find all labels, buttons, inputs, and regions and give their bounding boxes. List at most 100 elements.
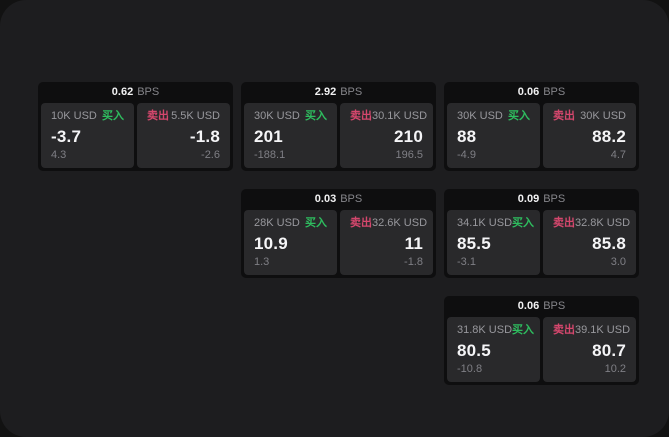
bps-value: 0.03 [314, 193, 337, 205]
buy-label: 买入 [305, 217, 327, 229]
sell-panel[interactable]: 卖出 30.1K USD 210 196.5 [340, 103, 433, 168]
sell-panel[interactable]: 卖出 30K USD 88.2 4.7 [543, 103, 636, 168]
quote-card: 0.09 BPS 34.1K USD 买入 85.5 -3.1 卖出 32.8K… [444, 189, 639, 278]
buy-panel[interactable]: 30K USD 买入 88 -4.9 [447, 103, 540, 168]
buy-panel[interactable]: 10K USD 买入 -3.7 4.3 [41, 103, 134, 168]
buy-price: 85.5 [457, 233, 491, 253]
sell-amount: 30K USD [580, 110, 626, 122]
buy-label: 买入 [508, 110, 530, 122]
sell-panel-top: 卖出 30K USD [553, 110, 626, 123]
bps-value: 2.92 [314, 86, 337, 98]
card-header: 0.06 BPS [444, 296, 639, 317]
sell-panel-top: 卖出 5.5K USD [147, 110, 220, 123]
sell-panel[interactable]: 卖出 32.6K USD 11 -1.8 [340, 210, 433, 275]
sell-sub-value: -1.8 [404, 256, 423, 268]
sell-sub-value: 4.7 [610, 149, 626, 161]
buy-label: 买入 [305, 110, 327, 122]
quote-card: 0.06 BPS 30K USD 买入 88 -4.9 卖出 30K USD 8… [444, 82, 639, 171]
buy-amount: 31.8K USD [457, 324, 513, 336]
buy-label: 买入 [512, 217, 535, 229]
card-body: 30K USD 买入 88 -4.9 卖出 30K USD 88.2 4.7 [444, 103, 639, 171]
sell-sub-value: -2.6 [201, 149, 220, 161]
card-header: 0.06 BPS [444, 82, 639, 103]
sell-amount: 32.6K USD [372, 217, 428, 229]
quote-card: 0.62 BPS 10K USD 买入 -3.7 4.3 卖出 5.5K USD… [38, 82, 233, 171]
card-body: 31.8K USD 买入 80.5 -10.8 卖出 39.1K USD 80.… [444, 317, 639, 385]
sell-sub-value: 3.0 [610, 256, 626, 268]
sell-panel-top: 卖出 30.1K USD [350, 110, 427, 123]
cards-grid: 0.62 BPS 10K USD 买入 -3.7 4.3 卖出 5.5K USD… [38, 82, 639, 385]
card-header: 0.62 BPS [38, 82, 233, 103]
sell-amount: 30.1K USD [372, 110, 428, 122]
sell-price: 80.7 [592, 340, 626, 360]
sell-panel[interactable]: 卖出 32.8K USD 85.8 3.0 [543, 210, 636, 275]
bps-value: 0.09 [517, 193, 540, 205]
quote-card: 0.03 BPS 28K USD 买入 10.9 1.3 卖出 32.6K US… [241, 189, 436, 278]
sell-price: 85.8 [592, 233, 626, 253]
sell-panel[interactable]: 卖出 5.5K USD -1.8 -2.6 [137, 103, 230, 168]
buy-price: 201 [254, 126, 283, 146]
buy-price: 88 [457, 126, 477, 146]
bps-value: 0.06 [517, 86, 540, 98]
buy-price: 80.5 [457, 340, 491, 360]
card-body: 34.1K USD 买入 85.5 -3.1 卖出 32.8K USD 85.8… [444, 210, 639, 278]
buy-panel[interactable]: 30K USD 买入 201 -188.1 [244, 103, 337, 168]
buy-panel[interactable]: 31.8K USD 买入 80.5 -10.8 [447, 317, 540, 382]
card-body: 10K USD 买入 -3.7 4.3 卖出 5.5K USD -1.8 -2.… [38, 103, 233, 171]
buy-amount: 28K USD [254, 217, 300, 229]
sell-label: 卖出 [350, 217, 372, 229]
card-header: 0.09 BPS [444, 189, 639, 210]
buy-panel-top: 30K USD 买入 [254, 110, 327, 123]
sell-panel-top: 卖出 32.6K USD [350, 217, 427, 230]
sell-sub-value: 196.5 [395, 149, 423, 161]
buy-panel[interactable]: 28K USD 买入 10.9 1.3 [244, 210, 337, 275]
sell-amount: 5.5K USD [171, 110, 220, 122]
buy-amount: 10K USD [51, 110, 97, 122]
sell-label: 卖出 [350, 110, 372, 122]
bps-unit-label: BPS [340, 193, 363, 205]
buy-amount: 30K USD [457, 110, 503, 122]
buy-label: 买入 [102, 110, 124, 122]
bps-unit-label: BPS [543, 193, 566, 205]
buy-panel-top: 28K USD 买入 [254, 217, 327, 230]
buy-price: -3.7 [51, 126, 82, 146]
buy-amount: 30K USD [254, 110, 300, 122]
buy-sub-value: 1.3 [254, 256, 270, 268]
buy-panel-top: 31.8K USD 买入 [457, 324, 534, 337]
card-body: 28K USD 买入 10.9 1.3 卖出 32.6K USD 11 -1.8 [241, 210, 436, 278]
sell-price: -1.8 [189, 126, 220, 146]
sell-panel[interactable]: 卖出 39.1K USD 80.7 10.2 [543, 317, 636, 382]
buy-panel-top: 10K USD 买入 [51, 110, 124, 123]
bps-unit-label: BPS [137, 86, 160, 98]
sell-sub-value: 10.2 [604, 363, 626, 375]
buy-sub-value: 4.3 [51, 149, 67, 161]
sell-label: 卖出 [553, 217, 575, 229]
buy-panel-top: 30K USD 买入 [457, 110, 530, 123]
buy-sub-value: -3.1 [457, 256, 476, 268]
bps-unit-label: BPS [340, 86, 363, 98]
buy-panel[interactable]: 34.1K USD 买入 85.5 -3.1 [447, 210, 540, 275]
sell-label: 卖出 [147, 110, 169, 122]
card-header: 0.03 BPS [241, 189, 436, 210]
buy-amount: 34.1K USD [457, 217, 513, 229]
sell-label: 卖出 [553, 110, 575, 122]
sell-price: 210 [394, 126, 423, 146]
buy-sub-value: -10.8 [457, 363, 483, 375]
quote-card: 2.92 BPS 30K USD 买入 201 -188.1 卖出 30.1K … [241, 82, 436, 171]
bps-value: 0.06 [517, 300, 540, 312]
sell-amount: 39.1K USD [575, 324, 631, 336]
sell-price: 88.2 [592, 126, 626, 146]
card-body: 30K USD 买入 201 -188.1 卖出 30.1K USD 210 1… [241, 103, 436, 171]
sell-amount: 32.8K USD [575, 217, 631, 229]
quote-card: 0.06 BPS 31.8K USD 买入 80.5 -10.8 卖出 39.1… [444, 296, 639, 385]
buy-sub-value: -188.1 [254, 149, 286, 161]
sell-label: 卖出 [553, 324, 575, 336]
card-header: 2.92 BPS [241, 82, 436, 103]
buy-sub-value: -4.9 [457, 149, 476, 161]
buy-price: 10.9 [254, 233, 288, 253]
buy-label: 买入 [512, 324, 535, 336]
sell-price: 11 [404, 233, 423, 253]
buy-panel-top: 34.1K USD 买入 [457, 217, 534, 230]
sell-panel-top: 卖出 39.1K USD [553, 324, 630, 337]
